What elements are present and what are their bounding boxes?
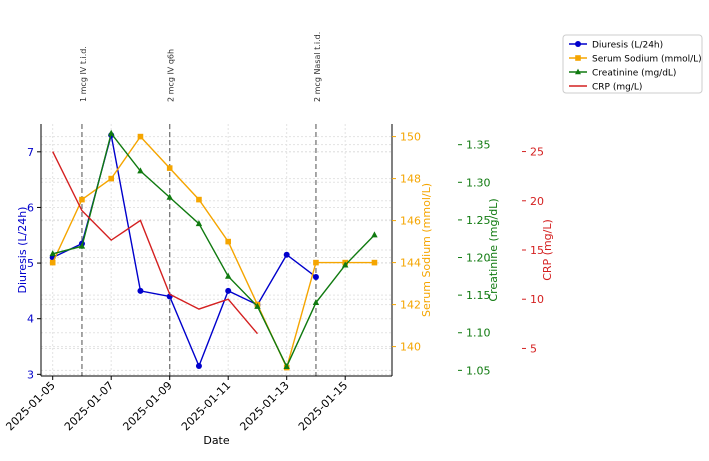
y-tick-label-creatinine: 1.25 (466, 214, 491, 227)
grid-layer (41, 124, 392, 376)
series-line-creatinine (52, 131, 375, 369)
data-point-creatinine (137, 167, 144, 174)
y-tick-label-diuresis: 3 (27, 368, 34, 381)
y-tick-label-crp: 15 (530, 244, 544, 257)
y-tick-label-creatinine: 1.30 (466, 176, 491, 189)
y-tick-label-sodium: 142 (400, 299, 421, 312)
y-tick-label-creatinine: 1.10 (466, 327, 491, 340)
legend: Diuresis (L/24h) Serum Sodium (mmol/L) Cre… (562, 34, 703, 94)
y-tick-label-diuresis: 6 (27, 201, 34, 214)
x-axis: 2025-01-05 2025-01-07 2025-01-09 2025-01-11… (3, 376, 350, 447)
y-tick-label-diuresis: 5 (27, 257, 34, 270)
x-tick-label: 2025-01-09 (120, 379, 174, 433)
data-point-creatinine (283, 362, 290, 369)
legend-label-sodium: Serum Sodium (mmol/L) (592, 55, 702, 65)
y-tick-label-sodium: 150 (400, 131, 421, 144)
data-point-sodium (108, 175, 114, 182)
data-point-creatinine (312, 299, 320, 306)
y-tick-label-creatinine: 1.05 (466, 364, 491, 377)
data-point-creatinine (78, 242, 86, 249)
annotation-label: 1 mcg IV t.i.d. (79, 46, 88, 102)
y-tick-label-crp: 5 (530, 342, 537, 355)
data-point-sodium (49, 259, 56, 266)
data-point-creatinine (166, 193, 173, 200)
data-point-sodium (79, 196, 85, 203)
data-point-sodium (313, 259, 319, 266)
series-line-diuresis (52, 134, 317, 368)
x-tick-label: 2025-01-11 (179, 379, 233, 433)
data-point-creatinine (195, 220, 203, 227)
x-tick-label: 2025-01-05 (3, 379, 57, 433)
y-tick-label-crp: 20 (530, 195, 544, 208)
data-point-diuresis (283, 251, 290, 258)
legend-marker-creatinine (575, 68, 581, 75)
data-point-creatinine (49, 250, 56, 257)
data-point-sodium (166, 165, 173, 171)
series-line-crp (52, 151, 258, 335)
data-point-diuresis (312, 273, 319, 280)
y-tick-label-creatinine: 1.20 (466, 252, 491, 265)
legend-marker-diuresis (575, 41, 581, 47)
data-point-creatinine (342, 261, 349, 268)
y-tick-label-diuresis: 4 (27, 313, 34, 326)
data-point-creatinine (371, 231, 378, 238)
y-tick-label-sodium: 144 (400, 257, 421, 270)
y-tick-label-diuresis: 7 (27, 146, 34, 159)
data-point-diuresis (137, 287, 144, 294)
legend-label-crp: CRP (mg/L) (592, 83, 642, 93)
y-tick-label-creatinine: 1.35 (466, 139, 491, 152)
axes-layer: 3 4 5 6 7 Diuresis (L/24h) 140 142 144 146 148 150 S… (16, 124, 554, 381)
x-tick-label: 2025-01-15 (296, 379, 350, 433)
series-layer (49, 129, 378, 371)
legend-label-creatinine: Creatinine (mg/dL) (592, 69, 676, 79)
legend-marker-sodium (575, 55, 581, 61)
y-axis-label-crp: CRP (mg/L) (541, 219, 554, 281)
y-tick-label-sodium: 148 (400, 173, 421, 186)
data-point-diuresis (225, 287, 232, 294)
data-point-sodium (225, 238, 231, 245)
y-tick-label-crp: 25 (530, 146, 544, 159)
y-axis-label-sodium: Serum Sodium (mmol/L) (420, 183, 433, 317)
series-line-sodium (52, 135, 375, 370)
y-tick-label-sodium: 140 (400, 341, 421, 354)
y-axis-label-diuresis: Diuresis (L/24h) (16, 207, 29, 294)
data-point-creatinine (225, 272, 232, 279)
data-point-sodium (371, 259, 378, 266)
x-axis-label: Date (203, 434, 230, 447)
y-tick-label-sodium: 146 (400, 215, 421, 228)
y-tick-label-creatinine: 1.15 (466, 289, 491, 302)
y-tick-label-crp: 10 (530, 293, 544, 306)
x-tick-label: 2025-01-07 (62, 379, 116, 433)
data-point-creatinine (254, 302, 261, 309)
annotation-lines-layer: 1 mcg IV t.i.d. 2 mcg IV q6h 2 mcg Nasal t… (79, 32, 322, 376)
y-axis-label-creatinine: Creatinine (mg/dL) (487, 198, 500, 301)
annotation-label: 2 mcg Nasal t.i.d. (313, 32, 322, 102)
data-point-creatinine (108, 129, 115, 136)
x-tick-label: 2025-01-13 (237, 379, 291, 433)
annotation-label: 2 mcg IV q6h (167, 49, 176, 102)
legend-label-diuresis: Diuresis (L/24h) (592, 41, 663, 51)
data-point-diuresis (195, 362, 202, 369)
data-point-sodium (196, 196, 202, 203)
legend-box (562, 34, 703, 94)
data-point-sodium (137, 133, 144, 140)
